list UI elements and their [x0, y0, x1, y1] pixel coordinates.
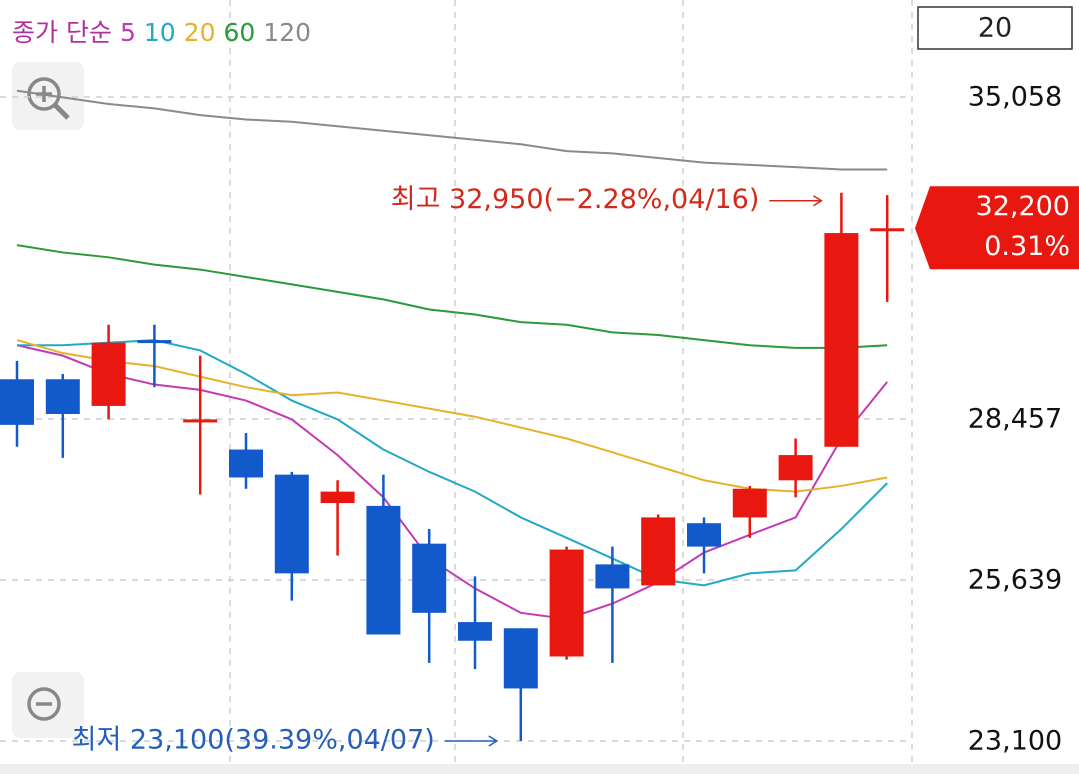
- candle-body: [0, 379, 34, 425]
- legend: 종가 단순 5 10 20 60 120: [12, 18, 311, 47]
- candle-body: [687, 523, 721, 547]
- y-tick-label: 23,100: [968, 726, 1062, 757]
- legend-entry: 종가 단순: [12, 18, 112, 47]
- candle-body: [45, 379, 80, 415]
- high-arrow-head: [813, 195, 823, 207]
- price-tag-label: 32,200: [976, 191, 1070, 222]
- legend-entry: 60: [223, 18, 255, 47]
- legend: 종가 단순 5 10 20 60 120: [12, 18, 311, 47]
- candle-body: [137, 340, 172, 344]
- candle-body: [778, 455, 813, 481]
- vertical-grid: [229, 0, 913, 764]
- y-tick-label: 28,457: [968, 404, 1062, 435]
- candle-body: [595, 564, 630, 589]
- legend-entry: 20: [184, 18, 216, 47]
- legend-entry: 120: [263, 18, 311, 47]
- candle-body: [641, 517, 676, 586]
- zoom-out-button[interactable]: [12, 672, 84, 738]
- candle-body: [91, 342, 126, 406]
- y-tick-label: 25,639: [968, 565, 1062, 596]
- candle-body: [274, 474, 309, 574]
- candle-body: [183, 419, 218, 423]
- zoom-in-icon[interactable]: [53, 103, 70, 120]
- candle-body: [229, 449, 263, 478]
- period-box[interactable]: [917, 6, 1073, 50]
- candle-body: [824, 233, 859, 447]
- ma-line: [17, 339, 888, 587]
- candle-body: [732, 488, 767, 518]
- candle-body: [366, 505, 401, 635]
- low-annotation: 최저 23,100(39.39%,04/07): [72, 725, 435, 756]
- candle-body: [412, 543, 447, 613]
- legend-entry: 10: [144, 18, 176, 47]
- low-arrow-head: [488, 735, 499, 747]
- candle-body: [320, 491, 355, 504]
- bottom-strip: [0, 764, 1079, 774]
- zoom-out-icon[interactable]: [27, 687, 61, 721]
- legend-entry: 5: [120, 18, 136, 47]
- y-tick-label: 35,058: [968, 82, 1062, 113]
- zoom-in-icon[interactable]: [27, 77, 61, 111]
- candle-body: [458, 622, 492, 641]
- candle-body: [870, 228, 905, 232]
- high-annotation: 최고 32,950(−2.28%,04/16): [391, 184, 760, 215]
- price-tag: [915, 186, 1079, 270]
- ma-line: [16, 89, 888, 171]
- ma-line: [16, 339, 888, 493]
- price-tag-change: 0.31%: [984, 231, 1070, 262]
- ma-line: [16, 344, 888, 621]
- ma-line: [16, 244, 888, 349]
- period-label[interactable]: 20: [978, 13, 1012, 44]
- candle-body: [549, 549, 584, 657]
- candle-body: [503, 628, 538, 689]
